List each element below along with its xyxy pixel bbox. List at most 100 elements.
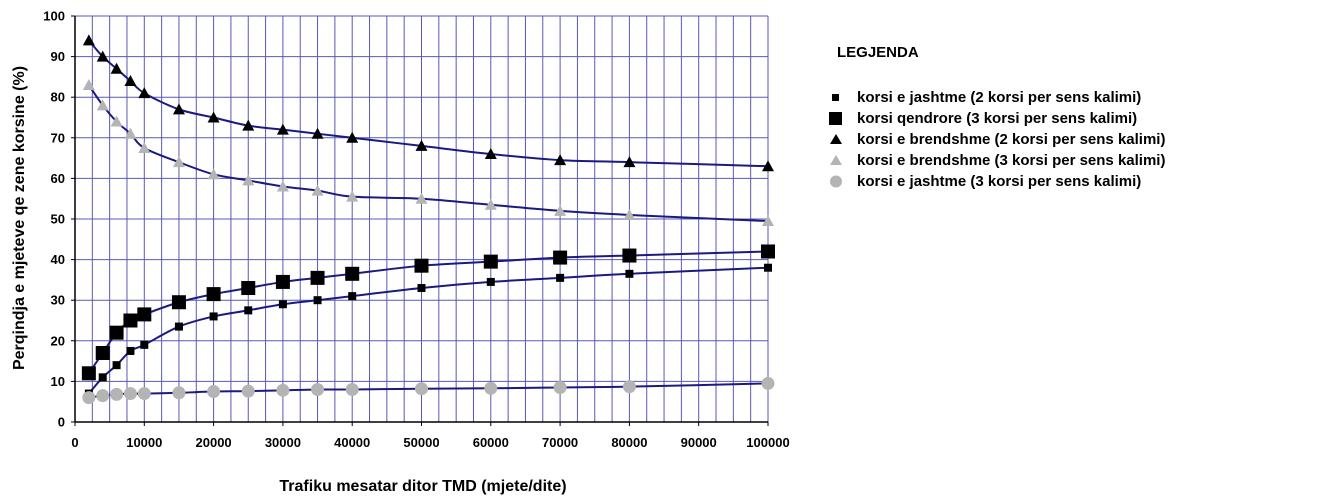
data-point-series-3 xyxy=(346,131,359,143)
data-point-series-2 xyxy=(171,295,186,310)
data-point-series-5 xyxy=(761,376,775,390)
data-point-series-5 xyxy=(172,386,186,400)
x-tick-label: 60000 xyxy=(473,435,509,450)
data-point-series-2 xyxy=(310,270,325,285)
legend-item: korsi e brendshme (3 korsi per sens kali… xyxy=(825,150,1165,171)
data-point-series-1 xyxy=(278,300,287,309)
data-point-series-5 xyxy=(276,383,290,397)
data-point-series-3 xyxy=(623,156,636,168)
data-point-series-3 xyxy=(276,123,289,135)
data-point-series-1 xyxy=(98,373,107,382)
data-point-series-3 xyxy=(138,87,151,99)
x-tick-label: 100000 xyxy=(746,435,789,450)
data-point-series-3 xyxy=(207,111,220,123)
legend-marker-icon xyxy=(825,108,847,129)
data-point-series-3 xyxy=(554,154,567,166)
data-point-series-4 xyxy=(207,168,220,180)
y-tick-label: 40 xyxy=(51,252,65,267)
data-point-series-2 xyxy=(622,248,637,263)
y-tick-label: 10 xyxy=(51,374,65,389)
x-axis-title: Trafiku mesatar ditor TMD (mjete/dite) xyxy=(279,478,566,495)
data-point-series-2 xyxy=(81,366,96,381)
series-line-4 xyxy=(88,84,769,223)
y-axis-title: Perqindja e mjeteve qe zene korsine (%) xyxy=(11,66,28,370)
series-line-5 xyxy=(88,382,769,399)
x-tick-label: 90000 xyxy=(681,435,717,450)
data-point-series-2 xyxy=(109,325,124,340)
series-line-1 xyxy=(88,266,769,395)
data-point-series-1 xyxy=(417,284,426,293)
y-tick-label: 60 xyxy=(51,171,65,186)
legend-item: korsi e jashtme (2 korsi per sens kalimi… xyxy=(825,87,1165,108)
data-point-series-1 xyxy=(348,292,357,301)
x-tick-label: 50000 xyxy=(403,435,439,450)
y-tick-label: 20 xyxy=(51,333,65,348)
data-point-series-5 xyxy=(96,389,110,403)
data-point-series-2 xyxy=(123,313,138,328)
series-markers xyxy=(81,34,775,405)
x-tick-label: 0 xyxy=(71,435,78,450)
data-point-series-5 xyxy=(484,381,498,395)
data-point-series-3 xyxy=(96,50,109,62)
legend-label: korsi e brendshme (2 korsi per sens kali… xyxy=(857,131,1166,148)
data-point-series-3 xyxy=(415,139,428,151)
data-point-series-2 xyxy=(761,244,775,259)
data-point-series-5 xyxy=(137,387,151,401)
y-tick-label: 80 xyxy=(51,90,65,105)
data-point-series-4 xyxy=(172,156,185,168)
x-tick-label: 80000 xyxy=(611,435,647,450)
legend-marker-icon xyxy=(825,87,847,108)
legend-item: korsi e brendshme (2 korsi per sens kali… xyxy=(825,129,1165,150)
x-tick-label: 20000 xyxy=(196,435,232,450)
data-point-series-1 xyxy=(209,312,218,321)
data-point-series-3 xyxy=(82,34,95,46)
data-point-series-1 xyxy=(140,340,149,349)
data-point-series-1 xyxy=(556,273,565,282)
legend-marker-icon xyxy=(825,150,847,171)
chart-svg: 0 10 20 30 40 50 60 70 80 90 100 0 10000 20000 30000 40… xyxy=(11,9,790,496)
legend-title: LEGJENDA xyxy=(837,44,919,61)
legend-label: korsi e jashtme (2 korsi per sens kalimi… xyxy=(857,89,1142,106)
chart-axes xyxy=(71,15,769,426)
data-point-series-5 xyxy=(622,380,636,394)
data-point-series-1 xyxy=(174,322,183,331)
data-point-series-1 xyxy=(313,296,322,305)
data-point-series-2 xyxy=(137,307,152,322)
data-point-series-5 xyxy=(415,382,428,396)
data-point-series-2 xyxy=(275,274,290,289)
data-point-series-5 xyxy=(311,383,325,397)
data-point-series-4 xyxy=(110,115,123,127)
legend-marker-icon xyxy=(825,171,847,192)
data-point-series-5 xyxy=(345,383,359,397)
legend: LEGJENDA korsi e jashtme (2 korsi per se… xyxy=(825,44,1165,192)
data-point-series-3 xyxy=(110,62,123,74)
y-tick-label: 100 xyxy=(43,9,65,24)
y-tick-label: 70 xyxy=(51,130,65,145)
y-tick-label: 30 xyxy=(51,293,65,308)
legend-marker-icon xyxy=(825,129,847,150)
data-point-series-2 xyxy=(206,287,221,302)
data-point-series-2 xyxy=(483,254,498,269)
series-line-3 xyxy=(88,39,769,168)
y-tick-label: 50 xyxy=(51,212,65,227)
x-tick-label: 40000 xyxy=(334,435,370,450)
data-point-series-5 xyxy=(241,384,255,398)
legend-item: korsi e jashtme (3 korsi per sens kalimi… xyxy=(825,171,1165,192)
data-point-series-4 xyxy=(276,180,289,192)
data-point-series-5 xyxy=(123,387,137,401)
legend-label: korsi e jashtme (3 korsi per sens kalimi… xyxy=(857,173,1142,190)
legend-items: korsi e jashtme (2 korsi per sens kalimi… xyxy=(825,87,1165,192)
chart-grid xyxy=(74,15,769,423)
data-point-series-4 xyxy=(346,190,359,202)
data-point-series-4 xyxy=(96,99,109,111)
data-point-series-4 xyxy=(311,184,324,196)
data-point-series-5 xyxy=(110,387,124,401)
data-point-series-2 xyxy=(414,258,429,273)
y-tick-label: 0 xyxy=(58,415,65,430)
data-point-series-3 xyxy=(311,127,324,139)
data-point-series-4 xyxy=(138,141,151,153)
data-point-series-4 xyxy=(242,174,255,186)
data-point-series-4 xyxy=(415,192,428,204)
data-point-series-1 xyxy=(486,277,495,286)
data-point-series-4 xyxy=(623,208,636,220)
